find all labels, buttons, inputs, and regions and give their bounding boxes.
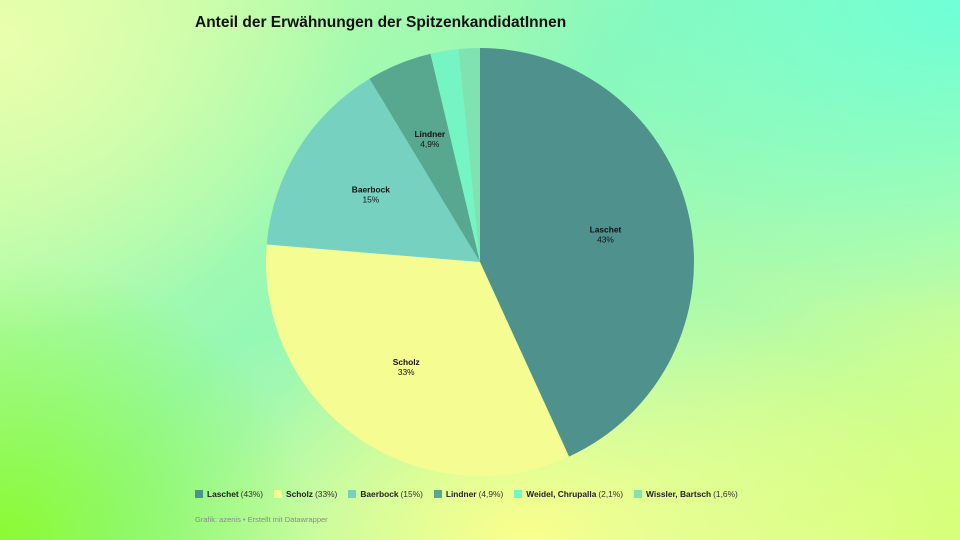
legend-swatch: [634, 490, 643, 498]
legend-label: Lindner: [445, 489, 477, 499]
legend-value: (43%): [240, 489, 263, 499]
legend-value: (4,9%): [478, 489, 504, 499]
pie-slice-lindner[interactable]: [369, 53, 480, 262]
legend-value: (15%): [400, 489, 423, 499]
legend-value: (33%): [315, 489, 338, 499]
pie-slice-baerbock[interactable]: [266, 78, 480, 262]
legend-value: (1,6%): [713, 489, 738, 499]
legend-label: Scholz: [286, 489, 313, 499]
legend-item: Scholz (33%): [274, 489, 337, 499]
chart-legend: Laschet (43%) Scholz (33%) Baerbock (15%) Lind…: [195, 489, 738, 499]
slice-label-name: Lindner: [414, 129, 445, 139]
pie-slice-wissler-bartsch[interactable]: [458, 48, 480, 262]
pie-slice-weidel-chrupalla[interactable]: [430, 49, 480, 262]
pie-slice-laschet[interactable]: [480, 48, 694, 457]
legend-label: Laschet: [207, 489, 239, 499]
legend-swatch: [514, 490, 523, 498]
legend-swatch: [348, 490, 357, 498]
slice-label-name: Laschet: [590, 225, 622, 235]
slice-label-value: 4,9%: [420, 139, 440, 149]
pie-slice-scholz[interactable]: [265, 244, 570, 476]
legend-label: Wissler, Bartsch: [646, 489, 712, 499]
legend-value: (2,1%): [598, 489, 624, 499]
legend-label: Baerbock: [360, 489, 399, 499]
chart-title: Anteil der Erwähnungen der Spitzenkandid…: [195, 14, 567, 31]
slice-label-value: 33%: [398, 367, 415, 377]
legend-item: Laschet (43%): [195, 489, 263, 499]
legend-swatch: [274, 490, 282, 498]
legend-swatch: [195, 490, 203, 498]
slice-label-value: 15%: [362, 194, 379, 204]
legend-item: Weidel, Chrupalla (2,1%): [514, 489, 623, 499]
legend-swatch: [433, 490, 442, 498]
chart-credit: Grafik: azenis • Erstellt mit Datawrappe…: [195, 515, 328, 524]
slice-label-name: Baerbock: [352, 184, 391, 194]
legend-label: Weidel, Chrupalla: [526, 489, 597, 499]
legend-item: Wissler, Bartsch (1,6%): [634, 489, 738, 499]
legend-item: Baerbock (15%): [348, 489, 423, 499]
legend-item: Lindner (4,9%): [433, 489, 504, 499]
slice-label-value: 43%: [597, 235, 614, 245]
slice-label-name: Scholz: [393, 357, 420, 367]
